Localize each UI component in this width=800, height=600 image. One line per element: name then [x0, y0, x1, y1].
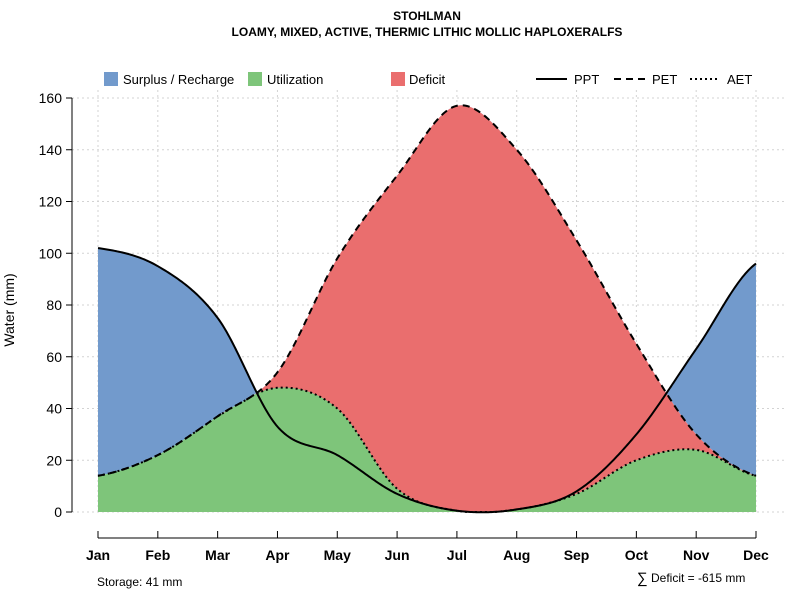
- x-tick-label-oct: Oct: [625, 547, 649, 563]
- legend-line-label-aet: AET: [727, 72, 752, 87]
- legend-label-1: Utilization: [267, 72, 323, 87]
- y-tick-label: 100: [39, 245, 63, 261]
- legend-swatch-1: [248, 72, 262, 86]
- series-pet-line: [97, 104, 757, 477]
- area-fills: [98, 105, 756, 513]
- legend-label-2: Deficit: [409, 72, 446, 87]
- x-tick-label-jan: Jan: [86, 547, 110, 563]
- x-tick-label-jul: Jul: [447, 547, 467, 563]
- x-tick-label-may: May: [324, 547, 351, 563]
- deficit-area: [98, 105, 756, 512]
- x-tick-label-jun: Jun: [385, 547, 410, 563]
- deficit-sum-icon: ∑: [637, 570, 648, 587]
- chart-subtitle: LOAMY, MIXED, ACTIVE, THERMIC LITHIC MOL…: [232, 25, 623, 39]
- y-tick-label: 60: [46, 349, 62, 365]
- y-tick-label: 80: [46, 297, 62, 313]
- y-tick-label: 120: [39, 194, 63, 210]
- x-tick-label-mar: Mar: [205, 547, 230, 563]
- y-tick-label: 20: [46, 452, 62, 468]
- y-tick-label: 140: [39, 142, 63, 158]
- utilization-area: [98, 387, 756, 512]
- legend-line-label-pet: PET: [652, 72, 677, 87]
- x-tick-label-nov: Nov: [683, 547, 710, 563]
- series-aet-line: [97, 386, 757, 513]
- series-lines: [97, 104, 757, 514]
- y-tick-label: 40: [46, 401, 62, 417]
- x-tick-label-feb: Feb: [145, 547, 170, 563]
- legend: Surplus / Recharge Utilization Deficit PPT P…: [104, 72, 752, 87]
- y-tick-label: 0: [54, 504, 62, 520]
- x-tick-label-apr: Apr: [265, 547, 290, 563]
- legend-label-0: Surplus / Recharge: [123, 72, 234, 87]
- deficit-annotation: Deficit = -615 mm: [651, 571, 745, 585]
- chart-title: STOHLMAN: [393, 9, 461, 23]
- legend-swatch-0: [104, 72, 118, 86]
- x-tick-label-aug: Aug: [503, 547, 530, 563]
- y-axis-label: Water (mm): [1, 273, 17, 346]
- y-tick-label: 160: [39, 90, 63, 106]
- axes: 0 20 40 60 80 100 120 140 160 Jan Feb Mar Apr May Jun J…: [39, 90, 769, 563]
- storage-annotation: Storage: 41 mm: [97, 575, 182, 589]
- x-tick-label-sep: Sep: [564, 547, 590, 563]
- legend-swatch-2: [391, 72, 405, 86]
- legend-line-label-ppt: PPT: [574, 72, 599, 87]
- x-tick-label-dec: Dec: [743, 547, 769, 563]
